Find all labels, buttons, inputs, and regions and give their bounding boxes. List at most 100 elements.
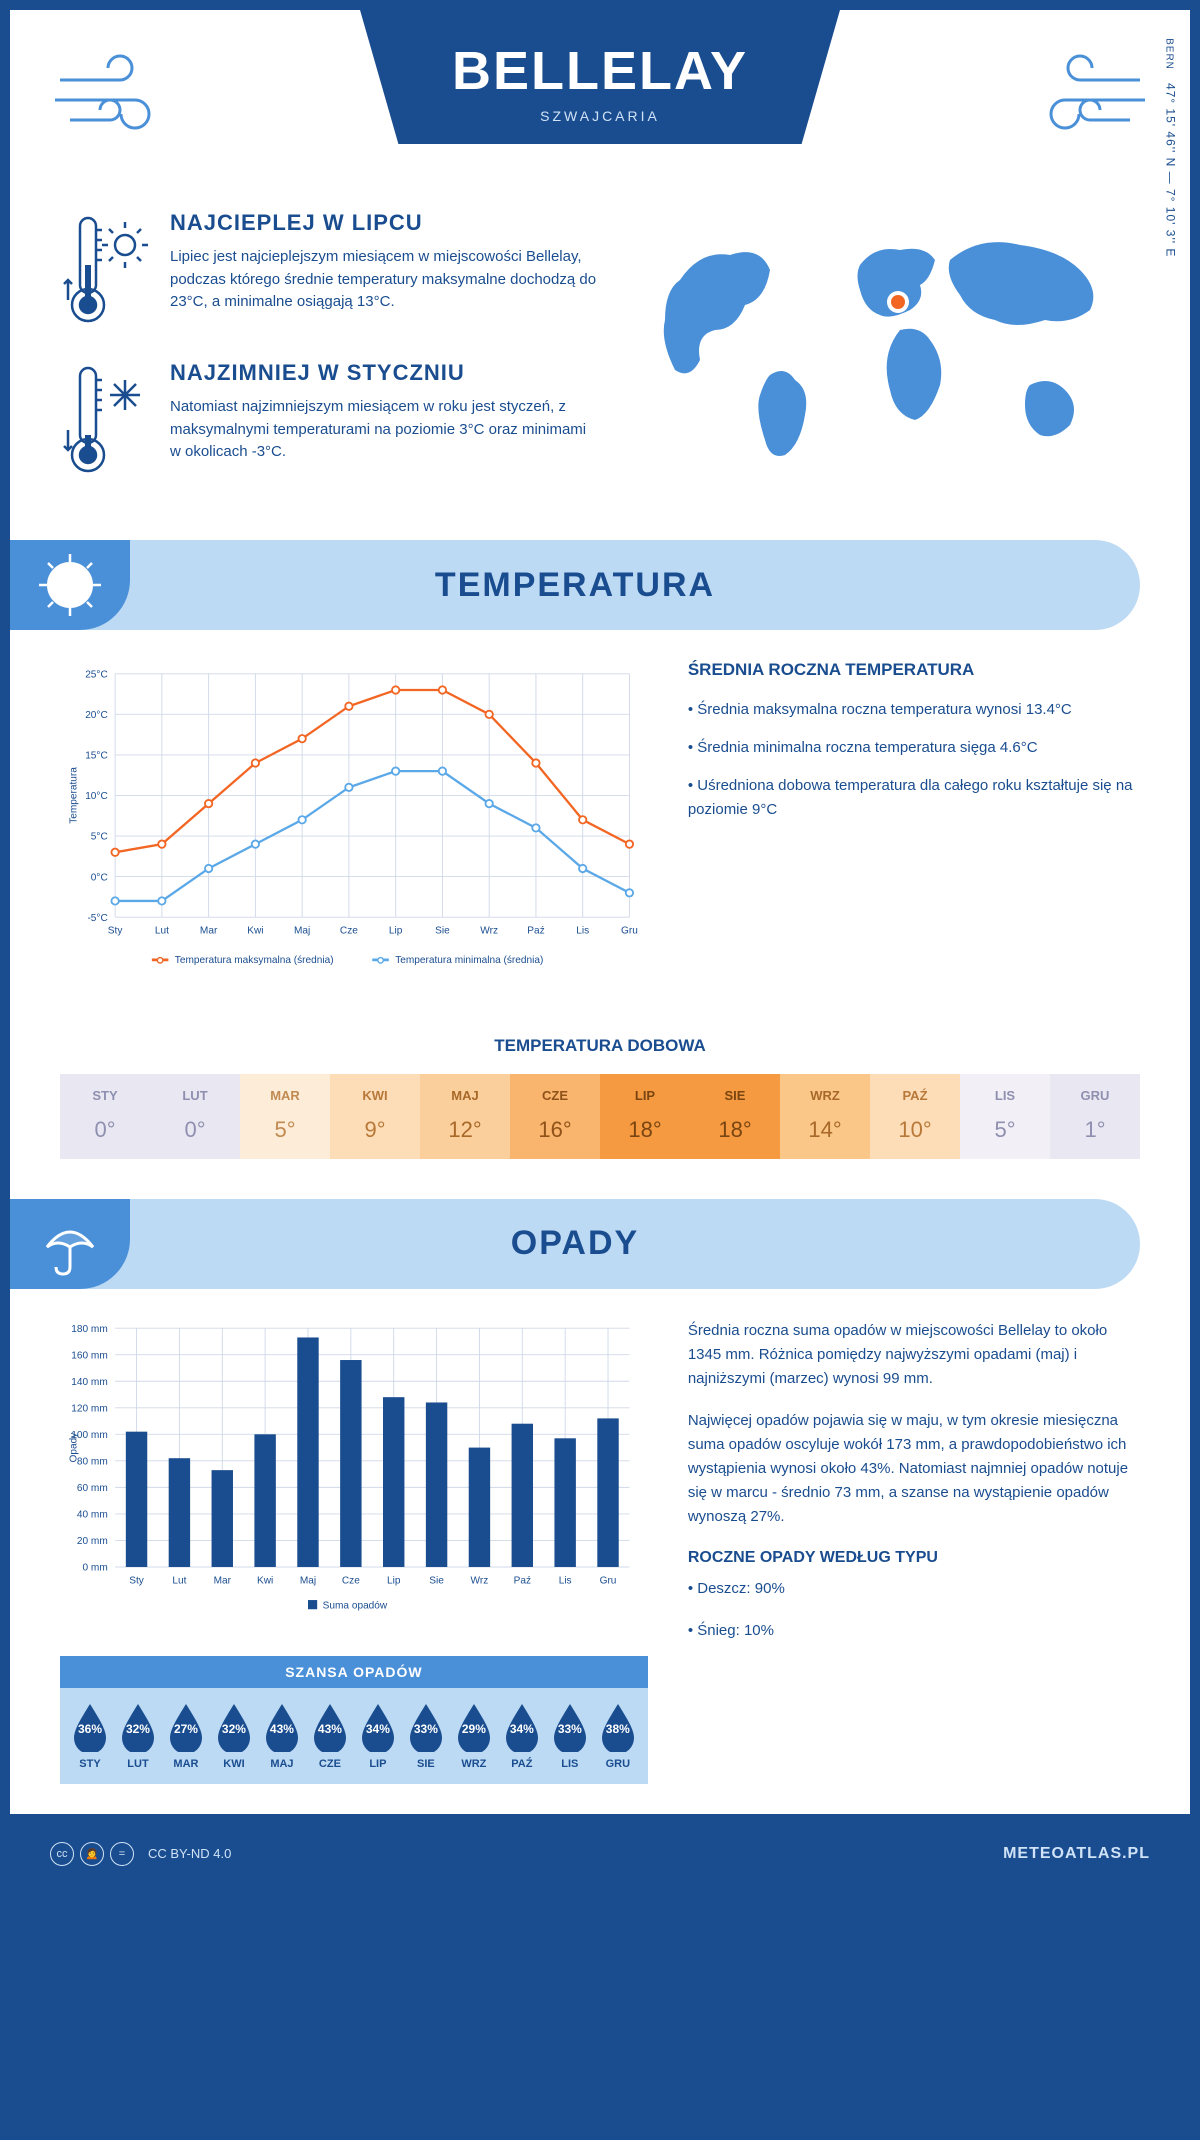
- coldest-paragraph: Natomiast najzimniejszym miesiącem w rok…: [170, 396, 600, 464]
- avg-temp-heading: ŚREDNIA ROCZNA TEMPERATURA: [688, 660, 1140, 680]
- svg-text:15°C: 15°C: [85, 751, 108, 762]
- daily-value: 0°: [60, 1117, 150, 1143]
- warmest-paragraph: Lipiec jest najcieplejszym miesiącem w m…: [170, 246, 600, 314]
- chance-month: STY: [66, 1758, 114, 1770]
- license-text: CC BY-ND 4.0: [148, 1846, 231, 1861]
- temperature-chart: -5°C0°C5°C10°C15°C20°C25°CStyLutMarKwiMa…: [60, 660, 648, 996]
- raindrop-icon: 34%: [358, 1702, 398, 1752]
- wind-icon-right: [1010, 50, 1150, 140]
- daily-month: SIE: [690, 1088, 780, 1103]
- raindrop-icon: 36%: [70, 1702, 110, 1752]
- warmest-heading: NAJCIEPLEJ W LIPCU: [170, 210, 600, 236]
- svg-text:Sie: Sie: [435, 926, 450, 937]
- daily-temp-cell: WRZ14°: [780, 1074, 870, 1159]
- daily-temp-cell: MAR 5°: [240, 1074, 330, 1159]
- map-column: BERN 47° 15' 46'' N — 7° 10' 3'' E: [640, 210, 1140, 510]
- daily-month: PAŹ: [870, 1088, 960, 1103]
- svg-text:Lut: Lut: [172, 1575, 186, 1586]
- chance-month: MAR: [162, 1758, 210, 1770]
- raindrop-icon: 29%: [454, 1702, 494, 1752]
- raindrop-icon: 33%: [550, 1702, 590, 1752]
- svg-text:Kwi: Kwi: [247, 926, 263, 937]
- coordinates: BERN 47° 15' 46'' N — 7° 10' 3'' E: [1163, 38, 1177, 257]
- precip-type-bullet: • Śnieg: 10%: [688, 1619, 1140, 1643]
- svg-text:40 mm: 40 mm: [77, 1509, 108, 1520]
- svg-text:Sty: Sty: [129, 1575, 145, 1586]
- coldest-text: NAJZIMNIEJ W STYCZNIU Natomiast najzimni…: [170, 360, 600, 480]
- chance-month: LIP: [354, 1758, 402, 1770]
- daily-value: 5°: [240, 1117, 330, 1143]
- daily-month: MAR: [240, 1088, 330, 1103]
- thermometer-cold-icon: [60, 360, 150, 480]
- daily-month: WRZ: [780, 1088, 870, 1103]
- svg-text:Paź: Paź: [527, 926, 544, 937]
- daily-temp-cell: GRU 1°: [1050, 1074, 1140, 1159]
- precipitation-section-banner: OPADY: [10, 1199, 1140, 1289]
- chance-cell: 32% KWI: [210, 1702, 258, 1770]
- temperature-title: TEMPERATURA: [435, 566, 715, 605]
- daily-month: STY: [60, 1088, 150, 1103]
- by-icon: 🙍: [80, 1842, 104, 1866]
- chance-cell: 32% LUT: [114, 1702, 162, 1770]
- raindrop-icon: 32%: [214, 1702, 254, 1752]
- daily-temp-cell: PAŹ 10°: [870, 1074, 960, 1159]
- daily-temp-cell: LUT0°: [150, 1074, 240, 1159]
- daily-month: GRU: [1050, 1088, 1140, 1103]
- daily-month: LUT: [150, 1088, 240, 1103]
- chance-month: WRZ: [450, 1758, 498, 1770]
- svg-text:-5°C: -5°C: [87, 913, 107, 924]
- nd-icon: =: [110, 1842, 134, 1866]
- precipitation-chart: 0 mm20 mm40 mm60 mm80 mm100 mm120 mm140 …: [60, 1319, 648, 1631]
- daily-temp-cell: MAJ12°: [420, 1074, 510, 1159]
- chance-value: 29%: [462, 1722, 486, 1736]
- daily-month: CZE: [510, 1088, 600, 1103]
- daily-temp-cell: LIS5°: [960, 1074, 1050, 1159]
- chance-cell: 27% MAR: [162, 1702, 210, 1770]
- chance-month: MAJ: [258, 1758, 306, 1770]
- svg-text:Mar: Mar: [200, 926, 218, 937]
- precipitation-left: 0 mm20 mm40 mm60 mm80 mm100 mm120 mm140 …: [60, 1319, 648, 1784]
- temperature-side: ŚREDNIA ROCZNA TEMPERATURA • Średnia mak…: [688, 660, 1140, 996]
- svg-text:Lip: Lip: [389, 926, 403, 937]
- precipitation-content: 0 mm20 mm40 mm60 mm80 mm100 mm120 mm140 …: [10, 1319, 1190, 1814]
- chance-cell: 34% PAŹ: [498, 1702, 546, 1770]
- temp-bullet: • Średnia maksymalna roczna temperatura …: [688, 698, 1140, 722]
- precip-p2: Najwięcej opadów pojawia się w maju, w t…: [688, 1409, 1140, 1529]
- chance-cell: 33% SIE: [402, 1702, 450, 1770]
- chance-cell: 33% LIS: [546, 1702, 594, 1770]
- svg-text:Mar: Mar: [214, 1575, 232, 1586]
- svg-text:Cze: Cze: [340, 926, 358, 937]
- wind-icon-left: [50, 50, 190, 140]
- intro-text-column: NAJCIEPLEJ W LIPCU Lipiec jest najcieple…: [60, 210, 600, 510]
- umbrella-icon: [35, 1209, 105, 1279]
- footer: cc 🙍 = CC BY-ND 4.0 METEOATLAS.PL: [0, 1824, 1200, 1884]
- svg-text:Kwi: Kwi: [257, 1575, 273, 1586]
- coords-value: 47° 15' 46'' N — 7° 10' 3'' E: [1163, 83, 1177, 257]
- svg-text:Gru: Gru: [600, 1575, 617, 1586]
- daily-value: 12°: [420, 1117, 510, 1143]
- thermometer-hot-icon: [60, 210, 150, 330]
- daily-value: 1°: [1050, 1117, 1140, 1143]
- daily-temp-cell: CZE16°: [510, 1074, 600, 1159]
- chance-value: 33%: [558, 1722, 582, 1736]
- coldest-block: NAJZIMNIEJ W STYCZNIU Natomiast najzimni…: [60, 360, 600, 480]
- chance-value: 34%: [366, 1722, 390, 1736]
- temp-bullet: • Średnia minimalna roczna temperatura s…: [688, 736, 1140, 760]
- svg-text:140 mm: 140 mm: [71, 1377, 107, 1388]
- temperature-section-banner: TEMPERATURA: [10, 540, 1140, 630]
- svg-text:Opady: Opady: [69, 1431, 80, 1462]
- daily-value: 10°: [870, 1117, 960, 1143]
- svg-text:Wrz: Wrz: [471, 1575, 489, 1586]
- chance-value: 43%: [318, 1722, 342, 1736]
- coldest-heading: NAJZIMNIEJ W STYCZNIU: [170, 360, 600, 386]
- svg-text:Paź: Paź: [514, 1575, 531, 1586]
- precipitation-side: Średnia roczna suma opadów w miejscowośc…: [688, 1319, 1140, 1784]
- svg-text:Sie: Sie: [429, 1575, 444, 1586]
- svg-text:Lis: Lis: [559, 1575, 572, 1586]
- svg-text:Cze: Cze: [342, 1575, 360, 1586]
- chance-value: 27%: [174, 1722, 198, 1736]
- page-subtitle: SZWAJCARIA: [380, 108, 820, 124]
- temperature-content: -5°C0°C5°C10°C15°C20°C25°CStyLutMarKwiMa…: [10, 660, 1190, 1026]
- svg-text:20 mm: 20 mm: [77, 1536, 108, 1547]
- raindrop-icon: 43%: [262, 1702, 302, 1752]
